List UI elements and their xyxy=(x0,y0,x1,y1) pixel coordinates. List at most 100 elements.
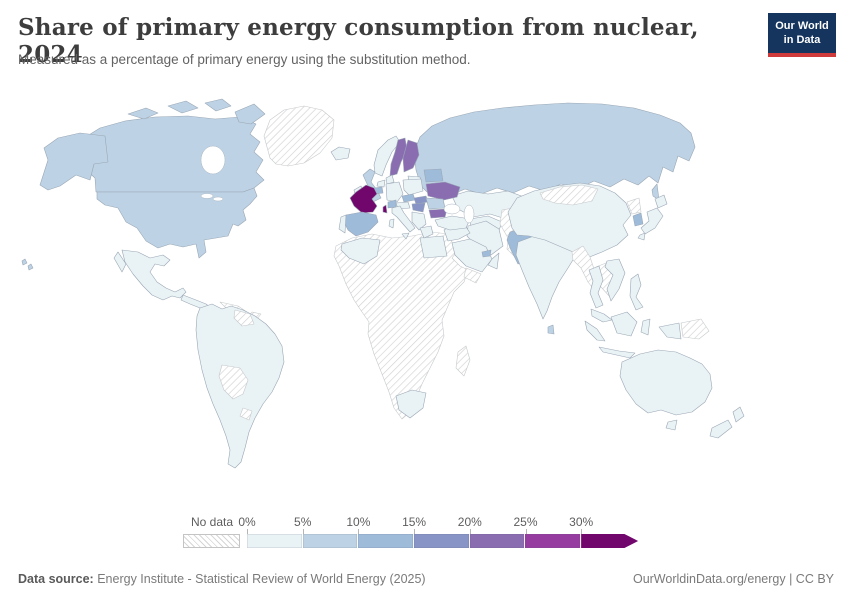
country-iran[interactable] xyxy=(466,220,504,256)
country-algeria[interactable] xyxy=(340,237,381,265)
country-north-korea[interactable] xyxy=(626,197,642,215)
country-south-africa[interactable] xyxy=(395,389,427,419)
country-mexico-baja[interactable] xyxy=(113,251,127,273)
hudson-bay xyxy=(200,145,226,175)
legend-tick-label: 30% xyxy=(569,515,594,529)
owid-link[interactable]: OurWorldinData.org/energy xyxy=(632,572,786,586)
footer-data-source: Data source: Energy Institute - Statisti… xyxy=(18,572,426,586)
country-usa-hawaii[interactable] xyxy=(21,258,34,271)
country-slovakia[interactable] xyxy=(413,195,429,205)
legend-bin[interactable] xyxy=(302,534,359,548)
country-finland[interactable] xyxy=(402,139,420,173)
country-mongolia[interactable] xyxy=(539,184,599,206)
country-france[interactable] xyxy=(349,184,378,214)
country-portugal[interactable] xyxy=(338,214,347,234)
owid-logo-line1: Our World xyxy=(775,20,829,32)
country-uruguay[interactable] xyxy=(239,407,253,421)
country-russia[interactable] xyxy=(413,102,696,196)
region-africa[interactable] xyxy=(333,231,469,420)
country-japan-honshu[interactable] xyxy=(640,207,664,235)
country-japan-kyushu[interactable] xyxy=(637,232,646,241)
country-saudi-arabia[interactable] xyxy=(451,238,493,273)
country-new-zealand-south[interactable] xyxy=(709,419,733,439)
country-greece[interactable] xyxy=(419,225,434,239)
data-source-label: Data source: xyxy=(18,572,94,586)
owid-logo[interactable]: Our World in Data xyxy=(768,13,836,57)
country-egypt[interactable] xyxy=(419,235,448,259)
legend-bin[interactable] xyxy=(525,534,582,548)
legend-tick-mark xyxy=(581,529,583,534)
country-canada-arctic-3[interactable] xyxy=(204,98,232,112)
country-indonesia-borneo[interactable] xyxy=(610,311,638,337)
country-usa-alaska[interactable] xyxy=(39,132,109,191)
country-greenland[interactable] xyxy=(263,105,335,167)
country-italy-sardinia[interactable] xyxy=(388,218,395,229)
country-australia[interactable] xyxy=(619,349,713,416)
country-indonesia-sumatra[interactable] xyxy=(584,320,606,342)
country-vietnam[interactable] xyxy=(604,258,626,302)
country-netherlands[interactable] xyxy=(376,179,386,188)
country-denmark[interactable] xyxy=(385,174,395,185)
country-ukraine[interactable] xyxy=(425,181,461,201)
country-australia-tasmania[interactable] xyxy=(665,419,678,431)
country-indonesia-papua[interactable] xyxy=(658,322,682,340)
license-link[interactable]: CC BY xyxy=(795,572,834,586)
legend-no-data-swatch[interactable] xyxy=(183,534,240,548)
country-south-korea[interactable] xyxy=(632,212,644,227)
country-china[interactable] xyxy=(507,182,632,259)
legend-tick-label: 0% xyxy=(238,515,256,529)
legend-tick-mark xyxy=(247,529,248,534)
great-lakes xyxy=(200,193,214,199)
country-italy[interactable] xyxy=(391,205,416,233)
country-canada[interactable] xyxy=(83,115,265,193)
country-canada-arctic-1[interactable] xyxy=(127,107,159,120)
black-sea xyxy=(443,203,461,215)
country-yemen[interactable] xyxy=(463,267,482,284)
country-sri-lanka[interactable] xyxy=(547,324,555,335)
country-oman[interactable] xyxy=(487,252,500,270)
region-bolivia-paraguay[interactable] xyxy=(218,364,249,400)
country-spain[interactable] xyxy=(343,211,379,237)
page-subtitle: Measured as a percentage of primary ener… xyxy=(18,52,471,67)
country-thailand[interactable] xyxy=(588,265,604,309)
country-usa[interactable] xyxy=(96,187,258,259)
footer-credits: OurWorldinData.org/energy | CC BY xyxy=(633,572,834,586)
footer-divider: | xyxy=(785,572,796,586)
country-italy-sicily[interactable] xyxy=(401,232,410,240)
country-indonesia-sulawesi[interactable] xyxy=(640,318,651,336)
country-japan-hokkaido[interactable] xyxy=(654,194,668,209)
legend-bin[interactable] xyxy=(581,534,639,548)
country-czechia[interactable] xyxy=(401,193,416,203)
country-indonesia-java[interactable] xyxy=(598,346,636,359)
legend-tick-mark xyxy=(302,529,304,534)
country-belarus[interactable] xyxy=(423,168,444,183)
country-canada-arctic-2[interactable] xyxy=(167,100,199,114)
country-madagascar[interactable] xyxy=(455,345,471,377)
country-france-corsica[interactable] xyxy=(382,204,388,214)
country-iceland[interactable] xyxy=(330,146,351,161)
country-hungary[interactable] xyxy=(411,202,426,213)
country-malaysia[interactable] xyxy=(590,308,613,323)
legend-bin[interactable] xyxy=(247,534,303,548)
legend-tick-label: 20% xyxy=(457,515,482,529)
country-turkey[interactable] xyxy=(434,215,471,231)
legend-tick-mark xyxy=(358,529,360,534)
legend-tick-label: 25% xyxy=(513,515,538,529)
country-new-zealand-north[interactable] xyxy=(732,406,745,423)
country-papua-new-guinea[interactable] xyxy=(680,318,710,340)
country-sweden[interactable] xyxy=(389,137,408,177)
legend-bin[interactable] xyxy=(469,534,526,548)
country-bulgaria[interactable] xyxy=(428,208,448,219)
region-guyanas[interactable] xyxy=(233,309,255,327)
country-canada-baffin[interactable] xyxy=(234,103,266,125)
legend-bin[interactable] xyxy=(414,534,470,548)
country-poland[interactable] xyxy=(402,178,424,196)
legend-bin[interactable] xyxy=(358,534,415,548)
country-philippines[interactable] xyxy=(629,273,644,311)
region-balkans[interactable] xyxy=(411,211,427,231)
country-uae[interactable] xyxy=(481,249,492,258)
country-mexico[interactable] xyxy=(121,249,187,301)
country-germany[interactable] xyxy=(385,181,404,203)
country-romania[interactable] xyxy=(425,197,446,210)
country-switzerland[interactable] xyxy=(387,199,397,209)
